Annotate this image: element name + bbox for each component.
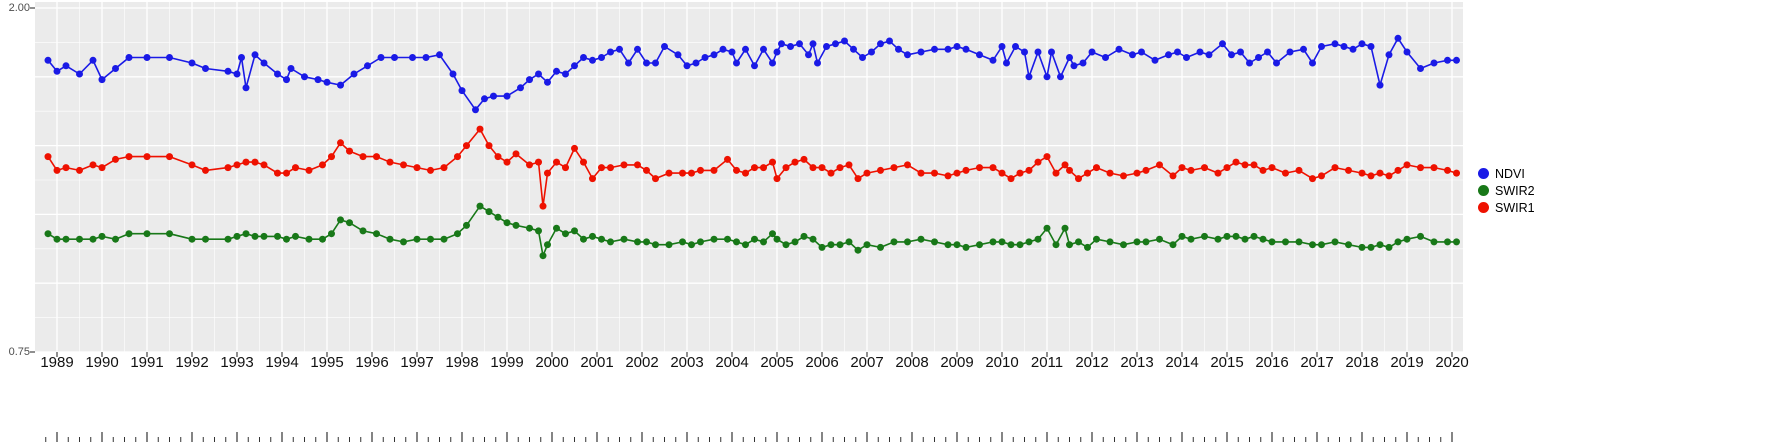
x-tick-label: 2015 [1210, 354, 1244, 371]
x-tick-label: 2008 [895, 354, 929, 371]
x-tick-label: 2017 [1300, 354, 1334, 371]
y-axis-tick-label-top: 2.00 [8, 2, 30, 14]
x-tick-label: 1990 [85, 354, 119, 371]
legend-item-ndvi: NDVI [1478, 165, 1568, 182]
x-tick-label: 2010 [985, 354, 1019, 371]
ndvi-series-dot-icon [1478, 168, 1489, 179]
legend: NDVI SWIR2 SWIR1 [1478, 165, 1568, 216]
swir2-series-dot-icon [1478, 185, 1489, 196]
x-tick-label: 2002 [625, 354, 659, 371]
x-tick-label: 2012 [1075, 354, 1109, 371]
x-tick-label: 2011 [1030, 354, 1064, 371]
x-tick-label: 1993 [220, 354, 254, 371]
x-axis-labels: 1989 1990 1991 1992 1993 1994 1995 1996 1997 1998… [0, 354, 1773, 374]
x-tick-label: 2005 [760, 354, 794, 371]
x-tick-label: 1994 [265, 354, 299, 371]
x-tick-label: 2018 [1345, 354, 1379, 371]
x-tick-label: 2016 [1255, 354, 1289, 371]
x-tick-label: 1995 [310, 354, 344, 371]
legend-label: NDVI [1495, 166, 1525, 181]
legend-item-swir1: SWIR1 [1478, 199, 1568, 216]
x-tick-label: 1996 [355, 354, 389, 371]
x-tick-label: 2004 [715, 354, 749, 371]
x-tick-label: 2003 [670, 354, 704, 371]
x-tick-label: 1997 [400, 354, 434, 371]
x-tick-label: 2019 [1390, 354, 1424, 371]
x-tick-label: 2013 [1120, 354, 1154, 371]
y-axis-tick-label-bottom: 0.75 [8, 346, 30, 358]
x-tick-label: 2007 [850, 354, 884, 371]
x-tick-label: 2001 [580, 354, 614, 371]
legend-label: SWIR2 [1495, 183, 1535, 198]
legend-label: SWIR1 [1495, 200, 1535, 215]
x-tick-label: 1992 [175, 354, 209, 371]
x-tick-label: 1999 [490, 354, 524, 371]
x-tick-label: 2020 [1435, 354, 1469, 371]
x-tick-label: 1991 [130, 354, 164, 371]
x-tick-label: 2006 [805, 354, 839, 371]
x-tick-label: 2009 [940, 354, 974, 371]
x-tick-label: 2014 [1165, 354, 1199, 371]
swir1-series-dot-icon [1478, 202, 1489, 213]
x-tick-label: 1998 [445, 354, 479, 371]
x-tick-label: 2000 [535, 354, 569, 371]
legend-item-swir2: SWIR2 [1478, 182, 1568, 199]
x-tick-label: 1989 [40, 354, 74, 371]
